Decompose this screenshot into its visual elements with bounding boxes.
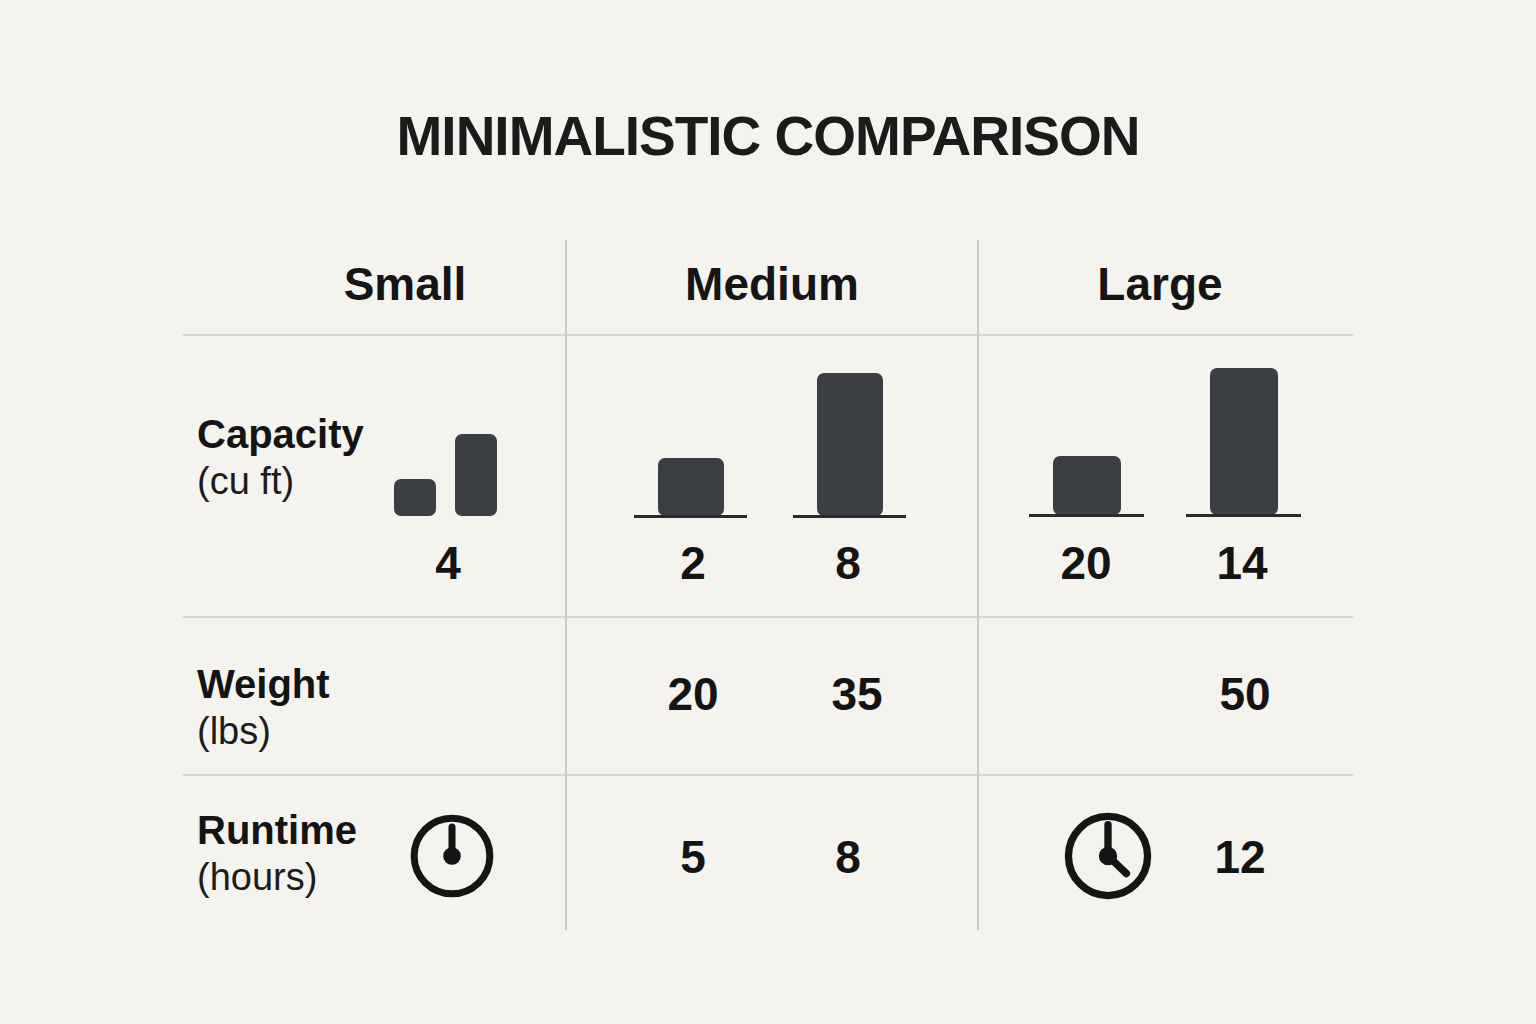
capacity-value-small: 4 <box>383 536 513 590</box>
row-divider-line <box>183 616 1353 618</box>
row-label-weight: Weight (lbs) <box>197 660 330 754</box>
runtime-value-medium-2: 8 <box>783 830 913 884</box>
row-label-capacity-unit: (cu ft) <box>197 458 364 504</box>
capacity-bar-small-1 <box>394 479 436 516</box>
capacity-bar-large-2 <box>1210 368 1278 515</box>
weight-value-medium-1: 20 <box>628 667 758 721</box>
capacity-value-large-2: 14 <box>1177 536 1307 590</box>
column-header-small: Small <box>275 257 535 311</box>
column-divider-line <box>977 240 979 930</box>
column-header-medium: Medium <box>642 257 902 311</box>
page-title: MINIMALISTIC COMPARISON <box>0 104 1536 168</box>
runtime-value-medium-1: 5 <box>628 830 758 884</box>
weight-value-medium-2: 35 <box>792 667 922 721</box>
row-divider-line <box>183 774 1353 776</box>
header-divider-line <box>183 334 1353 336</box>
row-label-weight-name: Weight <box>197 660 330 708</box>
capacity-value-medium-1: 2 <box>628 536 758 590</box>
row-label-runtime: Runtime (hours) <box>197 806 357 900</box>
comparison-infographic: MINIMALISTIC COMPARISON Small Medium Lar… <box>0 0 1536 1024</box>
bar-baseline <box>1186 514 1301 517</box>
row-label-runtime-unit: (hours) <box>197 854 357 900</box>
capacity-value-large-1: 20 <box>1021 536 1151 590</box>
row-label-weight-unit: (lbs) <box>197 708 330 754</box>
weight-value-large: 50 <box>1180 667 1310 721</box>
column-header-large: Large <box>1030 257 1290 311</box>
row-label-capacity-name: Capacity <box>197 410 364 458</box>
bar-baseline <box>1029 514 1144 517</box>
runtime-value-large: 12 <box>1175 830 1305 884</box>
row-label-runtime-name: Runtime <box>197 806 357 854</box>
bar-baseline <box>793 515 906 518</box>
capacity-bar-medium-2 <box>817 373 883 516</box>
bar-baseline <box>634 515 747 518</box>
clock-icon <box>1062 810 1154 906</box>
row-label-capacity: Capacity (cu ft) <box>197 410 364 504</box>
clock-icon <box>408 812 496 904</box>
capacity-bar-large-1 <box>1053 456 1121 515</box>
capacity-value-medium-2: 8 <box>783 536 913 590</box>
column-divider-line <box>565 240 567 930</box>
capacity-bar-medium-1 <box>658 458 724 516</box>
capacity-bar-small-2 <box>455 434 497 516</box>
